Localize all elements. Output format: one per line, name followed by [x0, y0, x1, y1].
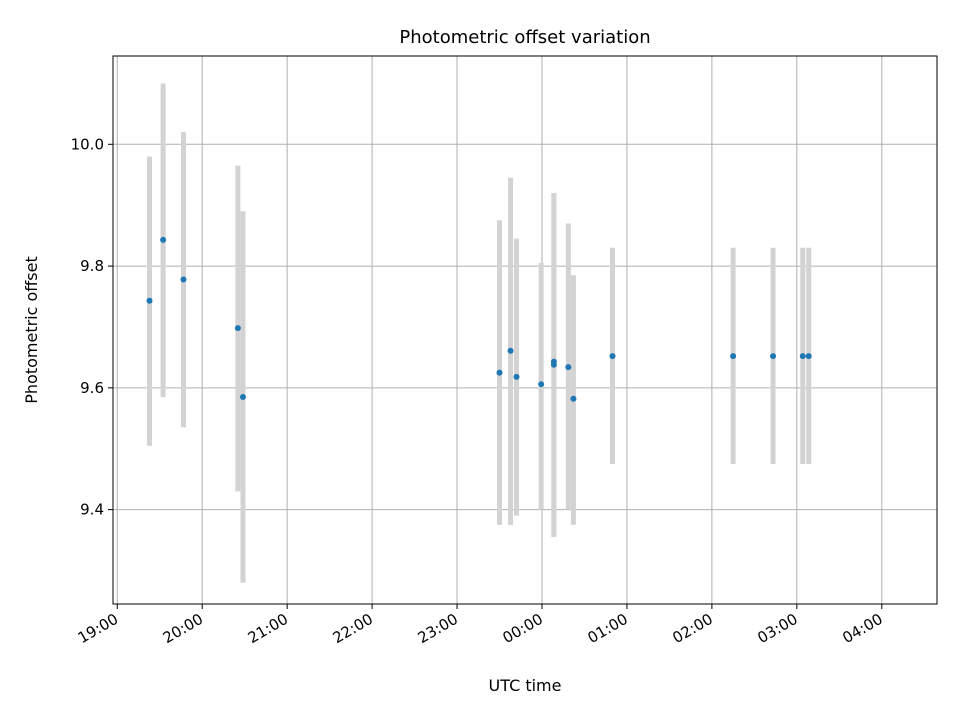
data-point — [570, 395, 577, 402]
data-point — [507, 347, 514, 354]
plot-frame — [112, 55, 938, 605]
data-point — [180, 276, 187, 283]
data-point — [770, 353, 777, 360]
data-point — [496, 369, 503, 376]
data-point — [565, 364, 572, 371]
data-point — [513, 373, 520, 380]
data-point — [538, 381, 545, 388]
data-point — [805, 353, 812, 360]
y-tick-label: 9.8 — [80, 257, 104, 275]
data-point — [799, 353, 806, 360]
chart-title: Photometric offset variation — [399, 27, 650, 48]
y-axis-title: Photometric offset — [22, 256, 41, 404]
data-point — [234, 325, 241, 332]
data-point — [609, 353, 616, 360]
y-tick-label: 10.0 — [71, 135, 104, 153]
y-tick-label: 9.4 — [80, 501, 104, 519]
data-point — [730, 353, 737, 360]
x-axis-title: UTC time — [489, 676, 562, 695]
y-axis-ticks: 9.4 9.6 9.8 10.0 — [71, 135, 113, 519]
data-point — [160, 236, 167, 243]
y-tick-label: 9.6 — [80, 379, 104, 397]
data-point — [550, 361, 557, 368]
data-points — [146, 236, 812, 402]
data-point — [146, 297, 153, 304]
data-point — [239, 393, 246, 400]
